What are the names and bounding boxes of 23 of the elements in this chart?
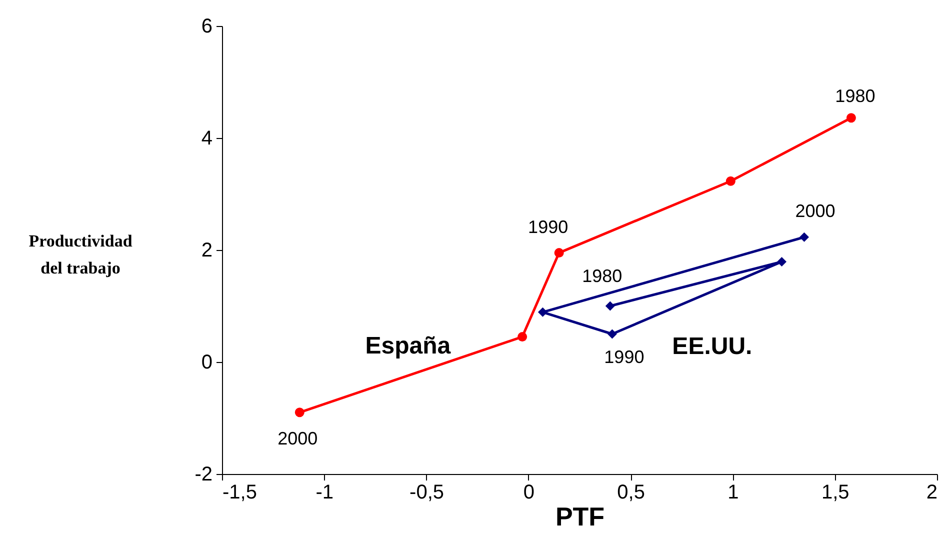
annotation: 1980 xyxy=(835,86,876,106)
x-tick-label: 1 xyxy=(728,482,739,504)
y-tick-label: 4 xyxy=(201,128,212,150)
y-tick-label: 6 xyxy=(201,16,212,38)
x-tick-label: -1 xyxy=(316,482,334,504)
x-tick-label: -0,5 xyxy=(410,482,444,504)
x-tick-label: 2 xyxy=(926,482,938,504)
x-tick-label: 1,5 xyxy=(821,482,850,504)
series-label: España xyxy=(365,332,452,360)
y-tick-label: -2 xyxy=(194,464,212,486)
annotation: 1990 xyxy=(528,216,568,237)
y-tick-label: 0 xyxy=(201,352,212,374)
y-tick-label: 2 xyxy=(201,240,212,262)
annotation: 2000 xyxy=(795,201,836,222)
annotation: 1980 xyxy=(582,266,622,286)
x-tick-label: 0 xyxy=(523,482,534,504)
y-axis-title: Productividad del trabajo xyxy=(28,232,133,278)
x-tick-label: -1,5 xyxy=(222,482,257,504)
x-tick-label: 0,5 xyxy=(617,482,645,504)
annotation: 1990 xyxy=(604,347,644,367)
annotation: 2000 xyxy=(278,428,318,448)
x-axis-title: PTF xyxy=(555,502,605,532)
series-label: EE.UU. xyxy=(672,333,752,360)
